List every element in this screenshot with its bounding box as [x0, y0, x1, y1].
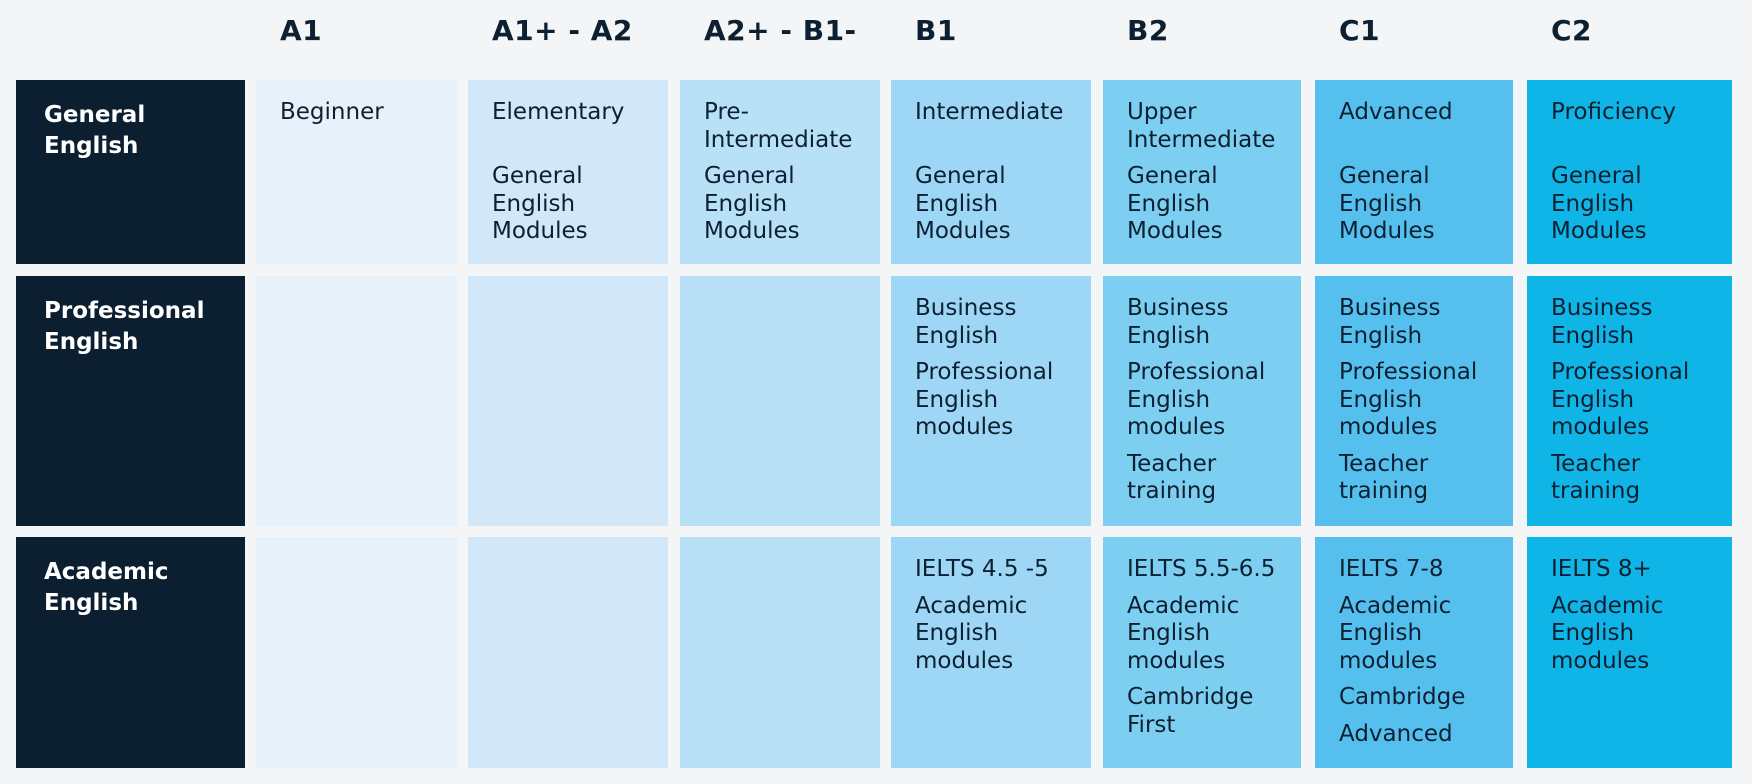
cell-text: Professional English modules	[1339, 359, 1478, 440]
cell-text: General English Modules	[1127, 163, 1223, 244]
cell-text: General English Modules	[492, 163, 588, 244]
cell-text: IELTS 7-8	[1339, 556, 1444, 582]
row-label-general: General English	[16, 80, 245, 264]
column-header-c2: C2	[1551, 14, 1593, 47]
cell-text: Cambridge First	[1127, 684, 1254, 738]
column-header-b2: B2	[1127, 14, 1169, 47]
row-label-academic: Academic English	[16, 537, 245, 768]
cell-text: Teacher training	[1551, 450, 1641, 505]
cell-text: Academic English modules	[1127, 592, 1240, 674]
cell-professional-c1: Business English Professional English mod…	[1315, 276, 1513, 526]
cell-professional-b1: Business English Professional English mod…	[891, 276, 1091, 526]
cell-text: Upper Intermediate	[1127, 99, 1276, 153]
cell-general-b2: Upper Intermediate General English Module…	[1103, 80, 1301, 264]
cell-text: Advanced	[1339, 99, 1453, 125]
cell-general-a2-b1-: Pre- Intermediate General English Modules	[680, 80, 880, 264]
cell-general-c2: Proficiency General English Modules	[1527, 80, 1732, 264]
column-header-a1-a2: A1+ - A2	[492, 14, 633, 47]
cell-text: Proficiency	[1551, 99, 1676, 125]
cell-academic-a1	[256, 537, 457, 768]
cell-academic-b2: IELTS 5.5-6.5 Academic English modules Cam…	[1103, 537, 1301, 768]
cell-text: Teacher training	[1339, 450, 1429, 505]
cell-text: Elementary	[492, 99, 625, 125]
cell-text: Business English	[1339, 295, 1441, 349]
cell-academic-a2-b1-	[680, 537, 880, 768]
cell-professional-a2-b1-	[680, 276, 880, 526]
cell-general-b1: Intermediate General English Modules	[891, 80, 1091, 264]
cell-text: Business English	[915, 295, 1017, 349]
cell-professional-a1	[256, 276, 457, 526]
cell-text: General English Modules	[704, 163, 800, 244]
cell-text: Professional English modules	[915, 359, 1054, 440]
column-header-a1: A1	[280, 14, 323, 47]
cell-text: Business English	[1551, 295, 1653, 349]
cell-text: Pre- Intermediate	[704, 99, 853, 153]
cell-text: Professional English modules	[1127, 359, 1266, 440]
column-header-c1: C1	[1339, 14, 1381, 47]
cell-text: Intermediate	[915, 99, 1064, 125]
cell-text: Professional English modules	[1551, 359, 1690, 440]
cell-academic-b1: IELTS 4.5 -5 Academic English modules	[891, 537, 1091, 768]
cell-general-c1: Advanced General English Modules	[1315, 80, 1513, 264]
cell-text: Business English	[1127, 295, 1229, 349]
cell-academic-c1: IELTS 7-8 Academic English modules Cambrid…	[1315, 537, 1513, 768]
column-header-a2-b1-: A2+ - B1-	[704, 14, 857, 47]
cell-text: Academic English modules	[1339, 592, 1452, 674]
cell-text: General English Modules	[1339, 163, 1435, 244]
cell-professional-c2: Business English Professional English mod…	[1527, 276, 1732, 526]
cell-text: IELTS 4.5 -5	[915, 556, 1049, 582]
cell-academic-a1-a2	[468, 537, 668, 768]
cell-text: IELTS 8+	[1551, 556, 1652, 582]
cell-text: Academic English modules	[915, 592, 1028, 674]
cell-text: Academic English modules	[1551, 592, 1664, 674]
column-header-b1: B1	[915, 14, 957, 47]
cell-text: Cambridge	[1339, 684, 1466, 710]
cell-text: Teacher training	[1127, 450, 1217, 505]
cell-professional-b2: Business English Professional English mod…	[1103, 276, 1301, 526]
cell-text: General English Modules	[915, 163, 1011, 244]
cell-text: General English Modules	[1551, 163, 1647, 244]
row-label-professional: Professional English	[16, 276, 245, 526]
cell-general-a1-a2: Elementary General English Modules	[468, 80, 668, 264]
cell-text: Beginner	[280, 99, 384, 125]
cell-text: Advanced	[1339, 720, 1453, 747]
cell-general-a1: Beginner	[256, 80, 457, 264]
cell-text: IELTS 5.5-6.5	[1127, 556, 1276, 582]
cell-professional-a1-a2	[468, 276, 668, 526]
cell-academic-c2: IELTS 8+ Academic English modules	[1527, 537, 1732, 768]
